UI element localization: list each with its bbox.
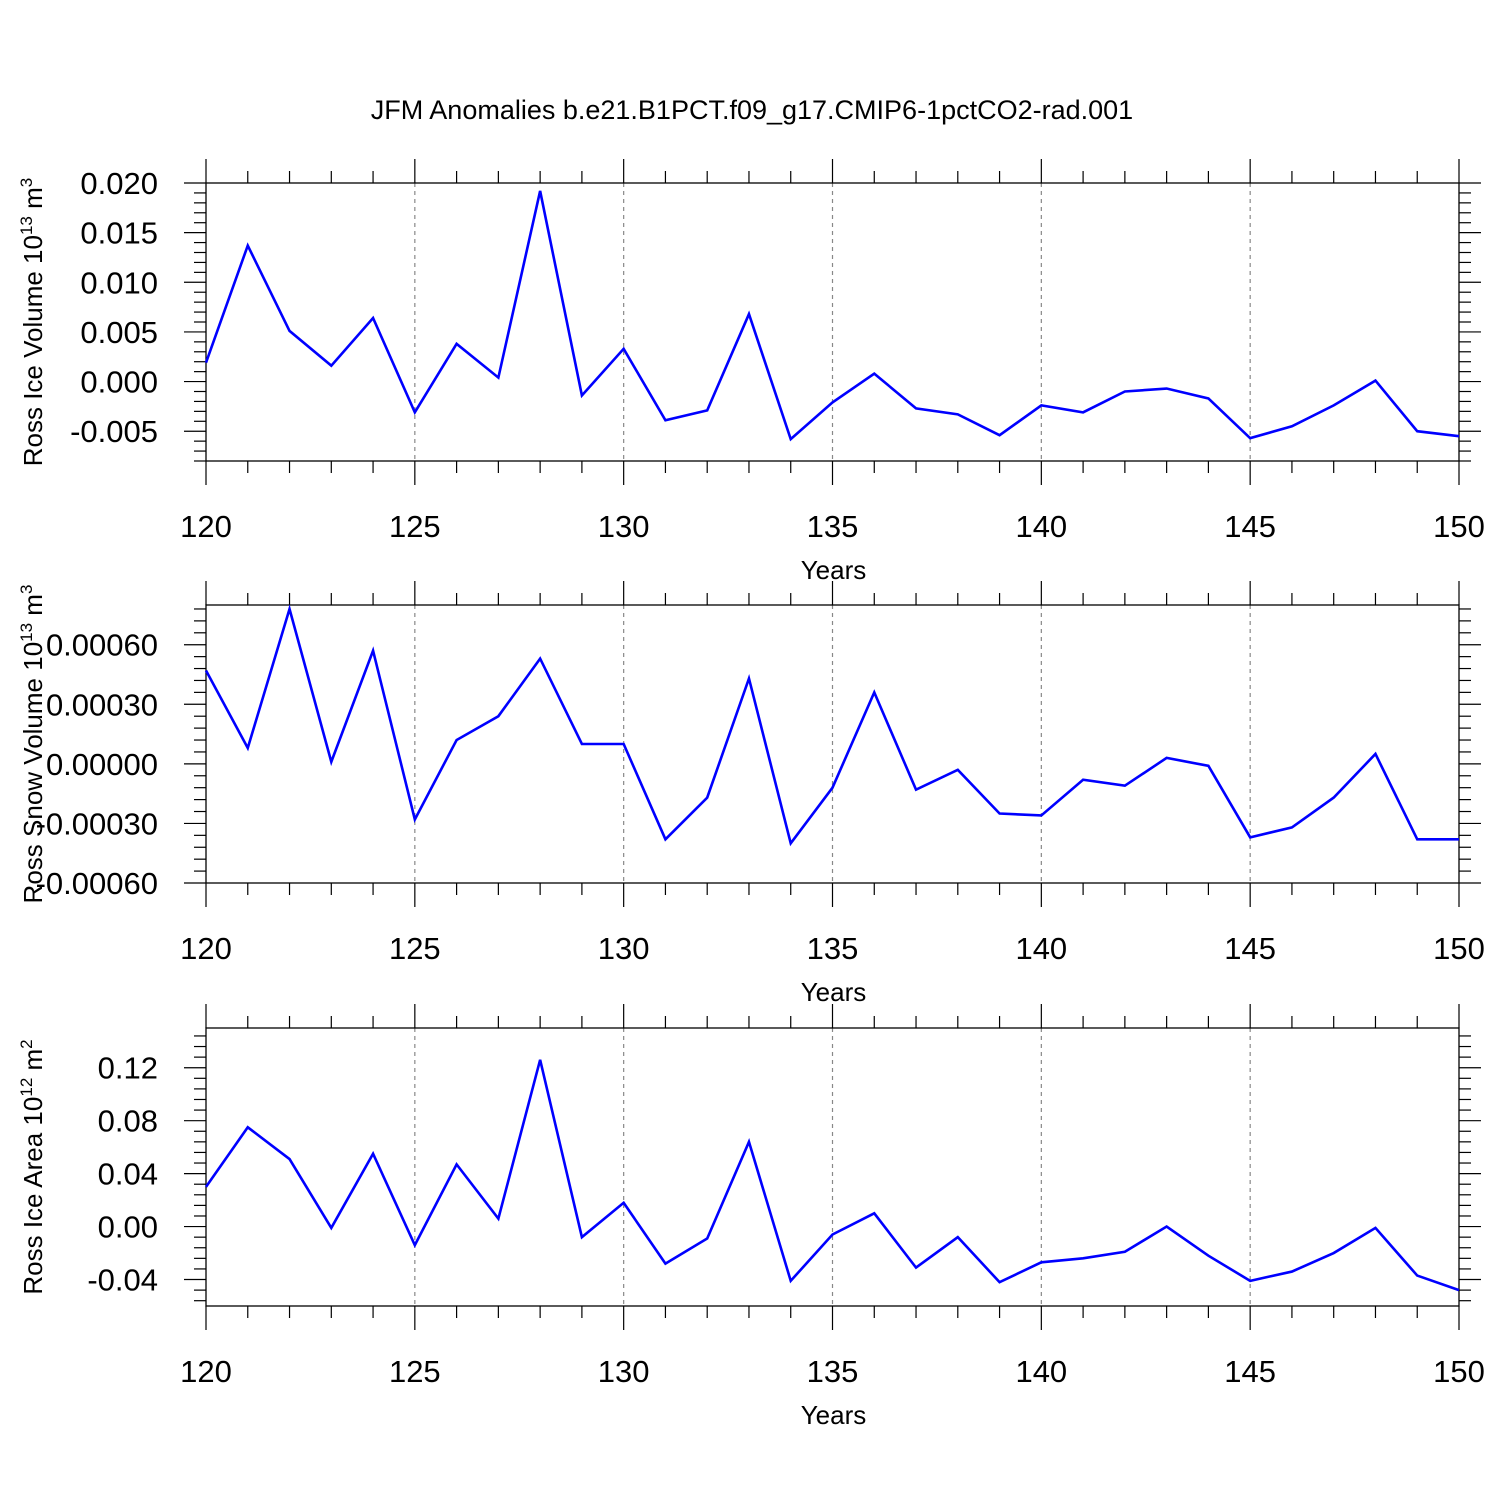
y-axis-title-text: Ross Snow Volume 10 <box>18 642 48 904</box>
x-tick-label: 140 <box>1015 931 1067 966</box>
x-tick-label: 140 <box>1015 509 1067 544</box>
y-axis-title-superscript: 13 <box>17 623 36 642</box>
y-tick-label: 0.00060 <box>46 628 158 663</box>
x-tick-label: 120 <box>180 1354 232 1389</box>
y-axis-title-superscript: 3 <box>17 178 36 187</box>
y-tick-label: -0.00030 <box>36 806 158 841</box>
series-line <box>204 190 1460 442</box>
x-tick-label: 125 <box>389 509 441 544</box>
x-axis-title: Years <box>801 555 867 585</box>
chart-panel-2: -0.00060 -0.00030 0.00000 0.00030 0.00060 120… <box>17 581 1485 1007</box>
y-axis-title-text: m <box>18 594 48 623</box>
y-tick-label: -0.04 <box>87 1263 158 1298</box>
x-axis-title: Years <box>801 977 867 1007</box>
x-tick-label: 125 <box>389 931 441 966</box>
x-tick-label: 150 <box>1433 931 1485 966</box>
x-tick-label: 135 <box>807 1354 859 1389</box>
y-axis-title: Ross Snow Volume 1013 m3 <box>17 585 48 904</box>
y-tick-label: 0.04 <box>98 1157 158 1192</box>
y-tick-label: 0.010 <box>80 265 158 300</box>
x-tick-label: 130 <box>598 1354 650 1389</box>
series-line <box>204 1059 1460 1292</box>
y-axis-title-superscript: 3 <box>17 585 36 594</box>
chart-panel-1: -0.005 0.000 0.005 0.010 0.015 0.020 120 125 130… <box>17 159 1485 585</box>
y-tick-label: 0.020 <box>80 166 158 201</box>
series-line <box>204 604 1459 847</box>
y-axis-title-text: Ross Ice Area 10 <box>18 1097 48 1295</box>
y-axis-title-superscript: 2 <box>17 1039 36 1048</box>
y-tick-label: -0.00060 <box>36 866 158 901</box>
y-axis-title-text: m <box>18 1049 48 1078</box>
x-tick-label: 120 <box>180 509 232 544</box>
x-tick-label: 150 <box>1433 509 1485 544</box>
x-tick-label: 145 <box>1224 509 1276 544</box>
y-tick-label: 0.00000 <box>46 747 158 782</box>
x-tick-label: 120 <box>180 931 232 966</box>
y-tick-label: 0.12 <box>98 1051 158 1086</box>
y-axis-title-text: m <box>18 187 48 216</box>
y-tick-label: 0.00030 <box>46 687 158 722</box>
x-tick-label: 125 <box>389 1354 441 1389</box>
chart-panel-3: -0.04 0.00 0.04 0.08 0.12 120 125 130 135 140 145 1… <box>17 1004 1485 1430</box>
x-tick-label: 145 <box>1224 1354 1276 1389</box>
x-tick-label: 135 <box>807 931 859 966</box>
y-axis-title-superscript: 12 <box>17 1078 36 1097</box>
y-axis-title: Ross Ice Volume 1013 m3 <box>17 178 48 467</box>
x-tick-label: 145 <box>1224 931 1276 966</box>
x-tick-label: 150 <box>1433 1354 1485 1389</box>
y-tick-label: 0.015 <box>80 216 158 251</box>
y-axis-title: Ross Ice Area 1012 m2 <box>17 1039 48 1294</box>
y-tick-label: -0.005 <box>70 414 158 449</box>
x-tick-label: 130 <box>598 509 650 544</box>
x-tick-label: 140 <box>1015 1354 1067 1389</box>
x-axis-title: Years <box>801 1400 867 1430</box>
y-tick-label: 0.000 <box>80 365 158 400</box>
y-axis-title-superscript: 13 <box>17 216 36 235</box>
figure-title: JFM Anomalies b.e21.B1PCT.f09_g17.CMIP6-… <box>371 95 1133 125</box>
y-axis-title-text: Ross Ice Volume 10 <box>18 235 48 466</box>
y-tick-label: 0.005 <box>80 315 158 350</box>
y-tick-label: 0.00 <box>98 1210 158 1245</box>
y-tick-label: 0.08 <box>98 1104 158 1139</box>
x-tick-label: 135 <box>807 509 859 544</box>
x-tick-label: 130 <box>598 931 650 966</box>
